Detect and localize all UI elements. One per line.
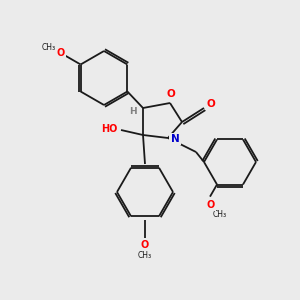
Text: CH₃: CH₃ [138,251,152,260]
Text: O: O [207,200,215,210]
Text: O: O [57,49,65,58]
Text: H: H [129,107,137,116]
Text: O: O [167,89,176,99]
Text: O: O [141,240,149,250]
Text: CH₃: CH₃ [42,43,56,52]
Text: CH₃: CH₃ [213,210,227,219]
Text: N: N [171,134,179,144]
Text: HO: HO [100,124,117,134]
Text: O: O [207,99,215,109]
